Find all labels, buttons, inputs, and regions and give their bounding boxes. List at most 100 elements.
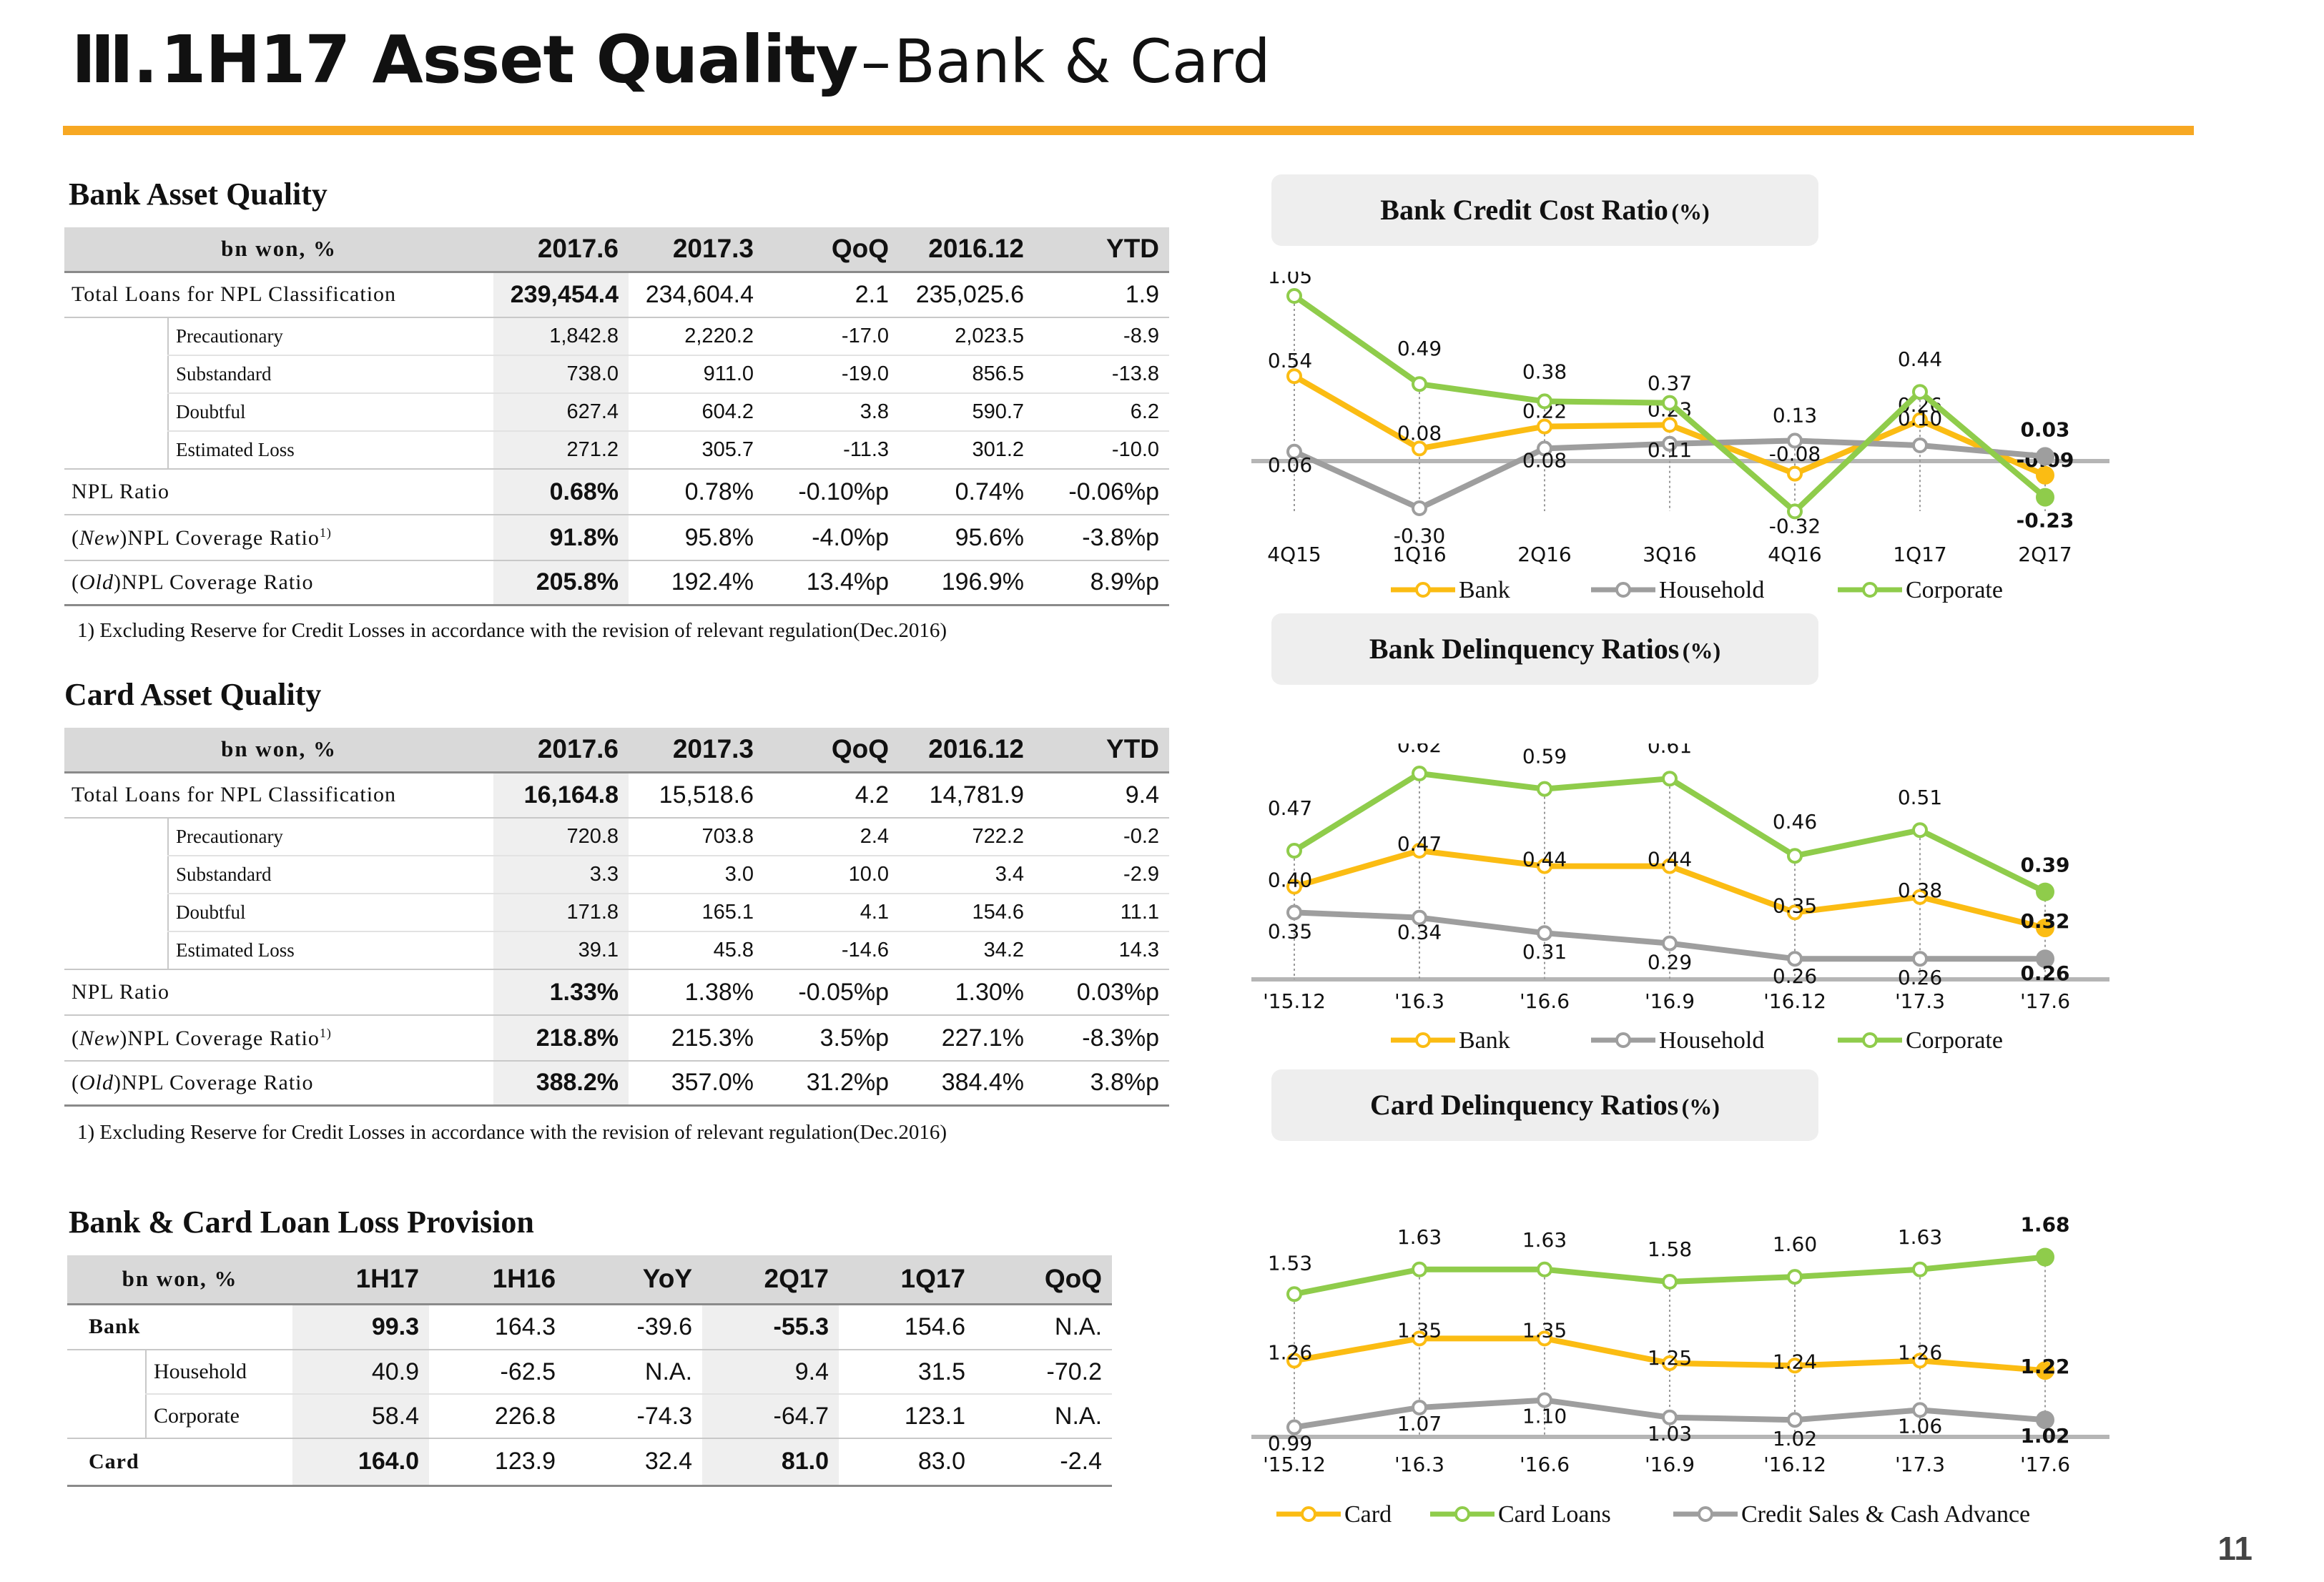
data-label: 0.44 <box>1522 848 1567 871</box>
title-dash: – <box>860 26 891 97</box>
table-cell: 0.03%p <box>1034 969 1170 1016</box>
table-row: (Old)NPL Coverage Ratio 388.2% 357.0% 31… <box>64 1061 1170 1107</box>
data-label: 0.35 <box>1268 919 1312 943</box>
data-label: 0.47 <box>1268 796 1312 820</box>
data-point <box>1537 1392 1552 1408</box>
data-label: -0.30 <box>1394 524 1445 548</box>
table-cell: N.A. <box>975 1394 1113 1439</box>
table-cell: -0.06%p <box>1034 469 1170 515</box>
data-label: 1.05 <box>1268 272 1312 288</box>
data-point <box>1412 1330 1427 1347</box>
row-label: Doubtful <box>167 894 494 932</box>
bank-credit-cost-chart: 4Q15 1Q16 2Q16 3Q16 4Q16 1Q17 2Q170.540.080.22… <box>1251 272 2109 603</box>
data-label: 1.02 <box>1773 1427 1817 1450</box>
legend-label: Corporate <box>1906 1027 2003 1054</box>
data-point <box>1662 935 1678 951</box>
data-point <box>1912 412 1928 428</box>
x-tick-label: '15.12 <box>1263 989 1326 1013</box>
table-cell: 9.4 <box>1034 772 1170 819</box>
card-delinquency-chart-header: Card Delinquency Ratios (%) <box>1271 1069 1818 1141</box>
table-cell: -17.0 <box>764 317 900 356</box>
table-cell: -74.3 <box>566 1394 703 1439</box>
chart-unit: (%) <box>1682 638 1721 663</box>
data-label: 1.63 <box>1522 1228 1567 1252</box>
legend-marker <box>1615 582 1631 598</box>
table-cell: -3.8%p <box>1034 515 1170 561</box>
data-point <box>1412 766 1427 781</box>
row-label: Bank <box>67 1304 293 1350</box>
table-cell: 39.1 <box>493 931 629 970</box>
data-label: 0.34 <box>1397 921 1442 944</box>
legend-marker <box>1862 582 1878 598</box>
table-header-row: bn won, % 1H17 1H16 YoY 2Q17 1Q17 QoQ <box>67 1255 1113 1304</box>
data-label: 1.35 <box>1397 1318 1442 1342</box>
data-point <box>1412 440 1427 457</box>
data-point <box>1787 951 1803 967</box>
data-label: 1.68 <box>2020 1213 2069 1237</box>
data-label: 0.29 <box>1648 951 1692 974</box>
data-label: 0.08 <box>1397 421 1442 445</box>
table-cell: -8.3%p <box>1034 1015 1170 1062</box>
legend-marker <box>1454 1506 1470 1522</box>
table-cell: 235,025.6 <box>899 272 1035 318</box>
data-point <box>1912 1402 1928 1418</box>
data-point <box>1286 443 1302 460</box>
table-cell: 271.2 <box>493 431 629 470</box>
data-label: 0.11 <box>1648 438 1692 462</box>
table-cell: 13.4%p <box>764 560 900 606</box>
table-cell: 83.0 <box>839 1438 976 1487</box>
table-cell: -11.3 <box>764 431 900 470</box>
chart-unit: (%) <box>1671 199 1710 224</box>
data-label: 1.53 <box>1268 1251 1312 1275</box>
data-point <box>1537 858 1552 874</box>
table-row: Bank 99.3 164.3 -39.6 -55.3 154.6 N.A. <box>67 1304 1113 1350</box>
chart-title: Bank Delinquency Ratios <box>1369 633 1680 665</box>
table-cell: 11.1 <box>1034 894 1170 932</box>
table-cell: 164.0 <box>292 1438 430 1487</box>
table-cell: 1.30% <box>899 969 1035 1016</box>
footnote-marker: 1) <box>319 1025 332 1040</box>
row-label: Household <box>144 1350 293 1395</box>
data-label: 1.22 <box>2020 1355 2069 1378</box>
data-point <box>1412 1399 1427 1415</box>
data-point <box>1912 1353 1928 1369</box>
table-cell: 154.6 <box>839 1304 976 1350</box>
legend-marker <box>1862 1032 1878 1048</box>
title-main: 1H17 Asset Quality <box>160 21 858 98</box>
data-point <box>1787 1269 1803 1285</box>
table-cell: 722.2 <box>899 818 1035 856</box>
data-label: 0.44 <box>1648 848 1692 871</box>
legend-label: Household <box>1659 1027 1764 1054</box>
data-point <box>1286 904 1302 921</box>
table-row: Substandard 738.0 911.0 -19.0 856.5 -13.… <box>64 355 1170 394</box>
data-label: 0.13 <box>1773 403 1817 427</box>
data-label: -0.23 <box>2017 509 2074 533</box>
row-label: NPL Ratio <box>64 469 494 515</box>
table-cell: 123.1 <box>839 1394 976 1439</box>
data-label: 1.24 <box>1773 1350 1817 1373</box>
table-cell: 911.0 <box>629 355 764 394</box>
data-point <box>1286 1353 1302 1369</box>
data-label: 0.38 <box>1522 360 1567 383</box>
legend-label: Household <box>1659 577 1764 603</box>
column-header: 2016.12 <box>928 734 1025 764</box>
unit-header: bn won, % <box>221 736 337 762</box>
row-label: Precautionary <box>167 818 494 856</box>
table-cell: 0.74% <box>899 469 1035 515</box>
table-row: Card 164.0 123.9 32.4 81.0 83.0 -2.4 <box>67 1438 1113 1487</box>
row-label: Corporate <box>144 1394 293 1439</box>
data-point <box>1662 395 1678 411</box>
chart-title: Bank Credit Cost Ratio <box>1380 194 1668 226</box>
legend-marker <box>1415 582 1431 598</box>
legend-label: Credit Sales & Cash Advance <box>1741 1501 2030 1528</box>
data-label: 0.37 <box>1648 372 1692 395</box>
bank-delinquency-chart: '15.12 '16.3 '16.6 '16.9 '16.12 '17.3 '17.6 0.4… <box>1251 743 2109 1054</box>
column-header: 2017.6 <box>537 734 619 764</box>
table-cell: 154.6 <box>899 894 1035 932</box>
table-cell: 226.8 <box>429 1394 566 1439</box>
row-label: Estimated Loss <box>167 931 494 970</box>
data-label: 0.99 <box>1268 1432 1312 1455</box>
data-point <box>1537 393 1552 410</box>
data-point <box>2036 465 2054 485</box>
table-header-row: bn won, % 2017.6 2017.3 QoQ 2016.12 YTD <box>64 728 1170 772</box>
